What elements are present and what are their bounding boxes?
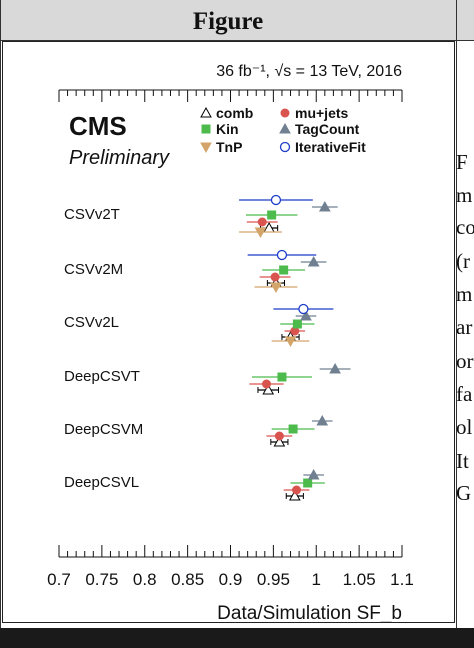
x-tick-label: 0.95: [257, 570, 290, 589]
x-tick-label: 0.9: [219, 570, 243, 589]
data-point: [292, 319, 302, 329]
cms-label: CMS: [69, 111, 127, 141]
caption-fragment: m: [456, 183, 473, 207]
legend-label: comb: [216, 105, 253, 121]
preliminary-label: Preliminary: [69, 147, 170, 169]
x-tick-label: 0.85: [171, 570, 204, 589]
category-label: CSVv2T: [64, 206, 120, 223]
caption-fragment: or: [456, 349, 474, 373]
data-point: [267, 210, 277, 220]
data-point: [307, 255, 320, 267]
bottom-bar: [0, 628, 474, 648]
data-point: [257, 217, 267, 227]
caption-fragment: G: [456, 481, 472, 505]
data-point: [277, 372, 287, 382]
legend-label: Kin: [216, 121, 239, 137]
caption-fragment: co: [456, 215, 474, 239]
data-point: [279, 265, 289, 275]
data-point: [270, 194, 282, 206]
data-point: [262, 383, 275, 395]
legend-label: TnP: [216, 139, 242, 155]
data-point: [288, 489, 301, 501]
caption-fragment: (r: [456, 249, 470, 273]
sf-chart: 0.7 0.75 0.8 0.85 0.9 0.95 1 1.05 1.1 Data/Simula…: [47, 63, 414, 624]
data-point: [292, 485, 302, 495]
data-point: [270, 282, 282, 294]
legend-marker: [200, 106, 212, 118]
left-border: [0, 0, 1, 628]
data-point: [329, 362, 341, 374]
caption-fragment: ol: [456, 415, 473, 439]
data-point: [270, 272, 280, 282]
caption-fragment: It: [456, 449, 469, 473]
data-point: [300, 309, 312, 321]
category-label: DeepCSVL: [64, 474, 139, 491]
data-point: [303, 478, 313, 488]
category-label: CSVv2L: [64, 314, 119, 331]
caption-fragment: fa: [456, 382, 473, 406]
figure-box: 0.7 0.75 0.8 0.85 0.9 0.95 1 1.05 1.1 Data/Simula…: [2, 41, 455, 624]
x-axis-label: Data/Simulation SF_b: [217, 603, 402, 622]
data-point: [276, 249, 288, 261]
legend-marker: [280, 108, 290, 118]
legend-label: IterativeFit: [295, 139, 366, 155]
caption-fragment: ar: [456, 315, 473, 339]
x-tick-label: 1.1: [390, 570, 414, 589]
x-tick-label: 1.05: [343, 570, 376, 589]
column-divider: [456, 0, 457, 628]
data-point: [290, 326, 300, 336]
legend-marker: [279, 141, 291, 153]
data-point: [274, 431, 284, 441]
data-point: [307, 468, 320, 480]
legend-marker: [200, 142, 212, 154]
caption-fragment: m: [456, 282, 473, 306]
x-tick-label: 0.7: [47, 570, 71, 589]
data-point: [316, 414, 329, 426]
data-point: [298, 303, 309, 315]
caption-fragment: F: [456, 150, 468, 174]
data-point: [262, 379, 272, 389]
x-tick-label: 0.8: [133, 570, 157, 589]
data-point: [288, 424, 298, 434]
category-label: DeepCSVT: [64, 368, 140, 385]
category-label: DeepCSVM: [64, 421, 143, 438]
lumi-annotation: 36 fb⁻¹, √s = 13 TeV, 2016: [216, 63, 402, 80]
legend-label: TagCount: [295, 121, 360, 137]
data-point: [273, 435, 286, 447]
legend-marker: [279, 122, 291, 134]
data-point: [254, 227, 267, 239]
data-point: [284, 336, 297, 348]
figure-header-title: Figure: [192, 8, 264, 35]
legend-marker: [201, 124, 211, 134]
legend-label: mu+jets: [295, 105, 349, 121]
x-tick-label: 1: [312, 570, 321, 589]
table-header-row: Figure: [0, 0, 474, 41]
category-label: CSVv2M: [64, 261, 123, 278]
data-point: [318, 200, 331, 212]
x-tick-label: 0.75: [85, 570, 118, 589]
